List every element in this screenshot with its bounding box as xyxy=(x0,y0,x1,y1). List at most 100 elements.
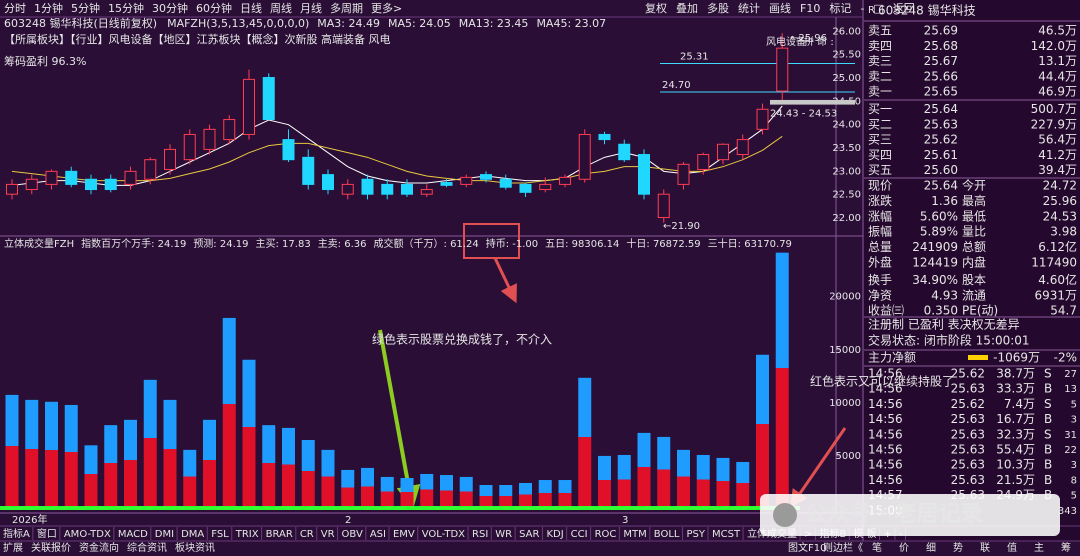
stat-label: 最高 xyxy=(962,193,986,208)
tick-count: 22 xyxy=(1064,445,1077,456)
indicator-tab[interactable]: PSY xyxy=(686,529,705,540)
indicator-tab[interactable]: TRIX xyxy=(235,529,259,540)
tick-price: 25.63 xyxy=(951,443,985,457)
book-label: 卖三 xyxy=(868,54,892,68)
volume-base xyxy=(0,506,800,510)
y-tick-label: 10000 xyxy=(829,398,861,409)
volume-bar xyxy=(25,399,39,509)
bottom-right-tab[interactable]: 图文F10 xyxy=(788,541,826,554)
candle-body xyxy=(85,178,97,191)
tick-volume: 33.3万 xyxy=(996,382,1035,396)
tick-volume: 21.5万 xyxy=(996,473,1035,487)
side-tab[interactable]: 笔 xyxy=(872,541,882,554)
indicator-tab[interactable]: MTM xyxy=(623,529,646,540)
side-tab[interactable]: 势 xyxy=(953,541,963,554)
ma-value: MA5: 24.05 xyxy=(388,17,451,30)
bottom-tab[interactable]: 扩展 xyxy=(3,541,23,554)
tick-price: 25.62 xyxy=(951,367,985,381)
toolbar-button[interactable]: 画线 xyxy=(769,1,791,15)
candle-body xyxy=(183,133,196,161)
period-tab[interactable]: 多周期 xyxy=(330,1,363,15)
indicator-tab[interactable]: KDJ xyxy=(546,529,563,540)
bottom-tab[interactable]: 关联报价 xyxy=(31,541,71,554)
indicator-tab[interactable]: FSL xyxy=(211,529,229,540)
period-tab[interactable]: 15分钟 xyxy=(108,1,144,15)
indicator-tab[interactable]: BRAR xyxy=(266,529,293,540)
indicator-tab[interactable]: DMA xyxy=(181,529,204,540)
period-tab[interactable]: 5分钟 xyxy=(71,1,100,15)
period-tab[interactable]: 更多> xyxy=(371,1,402,15)
period-tab[interactable]: 30分钟 xyxy=(152,1,188,15)
tick-time: 14:56 xyxy=(868,443,903,457)
toolbar-button[interactable]: F10 xyxy=(800,2,820,15)
stat-value: 24.72 xyxy=(1043,179,1077,193)
side-tab[interactable]: 联 xyxy=(980,542,990,554)
side-tab[interactable]: 细 xyxy=(926,541,936,554)
indicator-tab[interactable]: BOLL xyxy=(654,529,680,540)
indicator-tab[interactable]: CR xyxy=(300,529,314,540)
period-tab[interactable]: 分时 xyxy=(4,2,26,15)
indicator-tab[interactable]: MCST xyxy=(712,529,741,540)
volume-bar xyxy=(301,440,315,509)
period-tab[interactable]: 60分钟 xyxy=(196,1,232,15)
indicator-tab[interactable]: AMO-TDX xyxy=(64,529,111,540)
toolbar-button[interactable]: - xyxy=(860,2,864,15)
indicator-tab[interactable]: 指标A xyxy=(3,527,30,540)
side-tab[interactable]: 价 xyxy=(899,542,909,554)
side-tab[interactable]: 值 xyxy=(1007,541,1017,554)
volume-header: 持币: -1.00 xyxy=(486,237,538,250)
indicator-tab[interactable]: RSI xyxy=(472,529,488,540)
indicator-tab[interactable]: OBV xyxy=(342,529,363,540)
volume-bar xyxy=(696,454,710,509)
toolbar-button[interactable]: 返回 xyxy=(893,2,915,15)
bottom-tab[interactable]: 板块资讯 xyxy=(175,541,215,554)
indicator-tab[interactable]: VOL-TDX xyxy=(422,529,465,540)
candle-body xyxy=(104,178,117,191)
book-price: 25.65 xyxy=(924,85,958,99)
indicator-tab[interactable]: MACD xyxy=(118,529,148,540)
side-tab[interactable]: 筹 xyxy=(1061,541,1071,554)
indicator-tab[interactable]: ROC xyxy=(595,529,617,540)
period-tab[interactable]: 周线 xyxy=(270,1,292,15)
bottom-tab[interactable]: 资金流向 xyxy=(79,541,119,554)
volume-bar xyxy=(519,482,532,509)
book-volume: 41.2万 xyxy=(1038,148,1077,162)
indicator-tab[interactable]: DMI xyxy=(155,529,174,540)
indicator-tab[interactable]: VR xyxy=(321,529,335,540)
indicator-tab[interactable]: EMV xyxy=(393,529,415,540)
stat-value: 54.7 xyxy=(1050,304,1077,318)
stat-value: 24.53 xyxy=(1043,209,1077,223)
tick-volume: 16.7万 xyxy=(996,412,1035,426)
stat-label: 净资 xyxy=(868,288,892,302)
x-tick-label: 3 xyxy=(622,515,628,526)
bottom-right-tab[interactable]: 则边栏《 xyxy=(823,541,863,554)
indicator-tab[interactable]: CCI xyxy=(571,529,588,540)
volume-bar xyxy=(775,252,789,509)
toolbar-button[interactable]: □ xyxy=(873,2,883,15)
indicator-tab[interactable]: ASI xyxy=(370,529,386,540)
book-price: 25.60 xyxy=(924,163,958,177)
bottom-tab[interactable]: 综合资讯 xyxy=(127,541,167,554)
stock-info: 603248 锡华科技(日线前复权) xyxy=(4,16,157,30)
main-net-value: -1069万 xyxy=(993,351,1040,365)
toolbar-button[interactable]: 多股 xyxy=(707,1,729,15)
watermark: 公众号 · 老居记录 xyxy=(805,502,983,527)
indicator-tab[interactable]: SAR xyxy=(519,529,539,540)
tick-time: 14:56 xyxy=(868,473,903,487)
candle-body xyxy=(519,183,532,193)
toolbar-button[interactable]: 复权 xyxy=(645,1,667,15)
period-tab[interactable]: 日线 xyxy=(240,1,262,15)
toolbar-button[interactable]: 统计 xyxy=(738,2,760,15)
toolbar-button[interactable]: 叠加 xyxy=(676,2,698,15)
book-label: 卖四 xyxy=(868,39,892,53)
toolbar-button[interactable]: 标记 xyxy=(829,1,851,15)
candle-body xyxy=(282,139,295,161)
tick-volume: 10.3万 xyxy=(996,458,1035,472)
period-tab[interactable]: 1分钟 xyxy=(34,1,63,15)
indicator-tab[interactable]: 窗口 xyxy=(37,527,57,540)
side-tab[interactable]: 主 xyxy=(1034,542,1044,554)
candle-body xyxy=(460,176,473,185)
tick-count: 3 xyxy=(1071,415,1077,426)
indicator-tab[interactable]: WR xyxy=(495,529,512,540)
period-tab[interactable]: 月线 xyxy=(300,1,322,15)
